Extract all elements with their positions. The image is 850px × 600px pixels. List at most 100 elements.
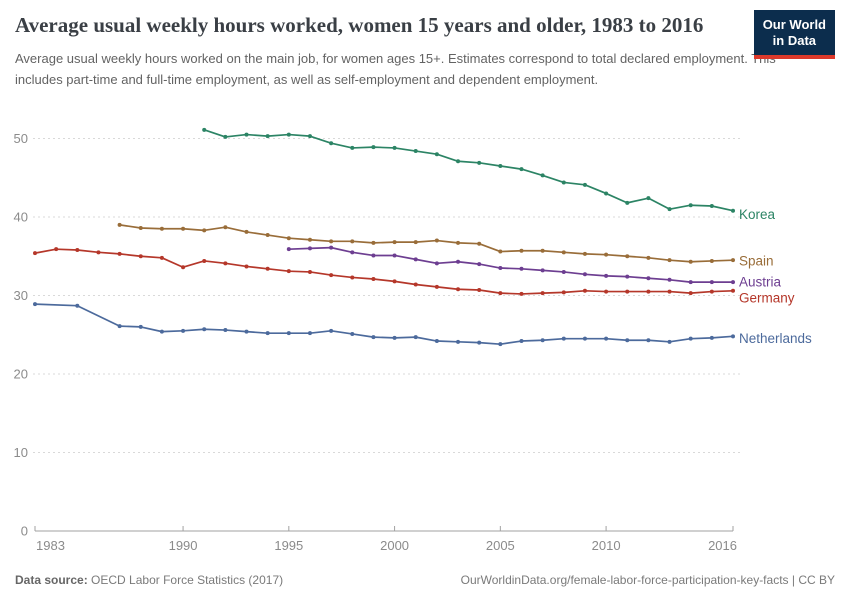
data-point-germany: [350, 275, 355, 280]
data-point-netherlands: [413, 335, 418, 340]
data-point-germany: [540, 291, 545, 296]
data-point-netherlands: [117, 324, 122, 329]
data-point-korea: [604, 191, 609, 196]
data-point-netherlands: [75, 303, 80, 308]
data-point-germany: [223, 261, 228, 266]
data-point-spain: [202, 228, 207, 233]
data-point-germany: [667, 289, 672, 294]
series-line-spain: [119, 224, 734, 263]
data-point-spain: [286, 236, 291, 241]
data-point-germany: [498, 291, 503, 296]
data-point-korea: [625, 200, 630, 205]
data-point-austria: [731, 280, 735, 285]
data-point-spain: [350, 239, 355, 244]
data-point-korea: [519, 167, 524, 172]
data-point-netherlands: [244, 329, 249, 334]
data-point-germany: [265, 266, 270, 271]
data-point-germany: [307, 269, 312, 274]
data-point-korea: [456, 159, 461, 164]
data-point-korea: [223, 134, 228, 139]
chart-footer: Data source: OECD Labor Force Statistics…: [15, 573, 835, 587]
data-point-austria: [709, 280, 714, 285]
data-point-germany: [96, 250, 101, 255]
data-point-austria: [477, 262, 482, 267]
data-point-netherlands: [265, 331, 270, 336]
data-point-germany: [117, 251, 122, 256]
x-tick-label: 2000: [380, 538, 409, 553]
data-point-netherlands: [731, 334, 735, 339]
data-point-austria: [371, 253, 376, 258]
x-tick-label: 1995: [274, 538, 303, 553]
data-point-austria: [307, 246, 312, 251]
data-point-spain: [561, 250, 566, 255]
data-point-korea: [688, 203, 693, 208]
data-point-germany: [413, 282, 418, 287]
x-tick-label: 2016: [708, 538, 737, 553]
data-point-germany: [561, 290, 566, 295]
series-line-korea: [203, 129, 734, 212]
series-label-spain[interactable]: Spain: [739, 254, 774, 269]
x-tick-label: 2010: [592, 538, 621, 553]
x-tick-label: 1983: [36, 538, 65, 553]
data-point-netherlands: [709, 335, 714, 340]
data-point-austria: [519, 266, 524, 271]
data-point-germany: [371, 277, 376, 282]
data-point-spain: [265, 233, 270, 238]
data-point-netherlands: [625, 338, 630, 343]
data-point-germany: [582, 288, 587, 293]
data-point-spain: [646, 255, 651, 260]
x-tick-label: 1990: [169, 538, 198, 553]
data-point-korea: [434, 152, 439, 157]
y-tick-label: 20: [14, 367, 28, 382]
owid-logo-line2: in Data: [772, 33, 817, 49]
data-point-germany: [604, 289, 609, 294]
data-point-germany: [202, 258, 207, 263]
data-point-netherlands: [350, 331, 355, 336]
data-point-korea: [667, 207, 672, 212]
y-tick-label: 40: [14, 210, 28, 225]
series-label-germany[interactable]: Germany: [739, 290, 795, 305]
data-point-austria: [329, 245, 334, 250]
data-point-korea: [540, 173, 545, 178]
data-point-netherlands: [307, 331, 312, 336]
data-point-spain: [223, 225, 228, 230]
data-point-spain: [138, 225, 143, 230]
data-point-netherlands: [561, 336, 566, 341]
data-point-korea: [350, 145, 355, 150]
series-label-korea[interactable]: Korea: [739, 207, 776, 222]
data-point-austria: [625, 274, 630, 279]
y-tick-label: 0: [21, 524, 28, 539]
data-source-value: OECD Labor Force Statistics (2017): [87, 573, 284, 587]
series-label-austria[interactable]: Austria: [739, 275, 782, 290]
data-point-germany: [392, 279, 397, 284]
data-point-netherlands: [202, 327, 207, 332]
data-point-spain: [159, 226, 164, 231]
footer-link[interactable]: OurWorldinData.org/female-labor-force-pa…: [460, 573, 835, 587]
data-point-korea: [307, 134, 312, 139]
data-point-germany: [519, 291, 524, 296]
data-point-netherlands: [498, 342, 503, 347]
data-point-austria: [456, 259, 461, 264]
data-point-spain: [519, 248, 524, 253]
series-label-netherlands[interactable]: Netherlands: [739, 331, 812, 346]
data-point-korea: [582, 182, 587, 187]
data-point-korea: [561, 180, 566, 185]
data-point-austria: [688, 280, 693, 285]
data-point-netherlands: [392, 335, 397, 340]
data-point-korea: [202, 127, 207, 132]
data-point-netherlands: [604, 336, 609, 341]
data-point-spain: [392, 240, 397, 245]
chart-subtitle: Average usual weekly hours worked on the…: [15, 50, 776, 87]
data-point-korea: [498, 163, 503, 168]
data-point-austria: [392, 253, 397, 258]
data-point-germany: [286, 269, 291, 274]
data-point-spain: [498, 249, 503, 254]
data-source: Data source: OECD Labor Force Statistics…: [15, 573, 283, 587]
data-point-spain: [371, 240, 376, 245]
owid-logo[interactable]: Our World in Data: [753, 10, 835, 59]
data-point-spain: [117, 222, 122, 227]
data-point-netherlands: [582, 336, 587, 341]
data-point-austria: [286, 247, 291, 252]
data-point-austria: [582, 272, 587, 277]
data-point-spain: [582, 251, 587, 256]
